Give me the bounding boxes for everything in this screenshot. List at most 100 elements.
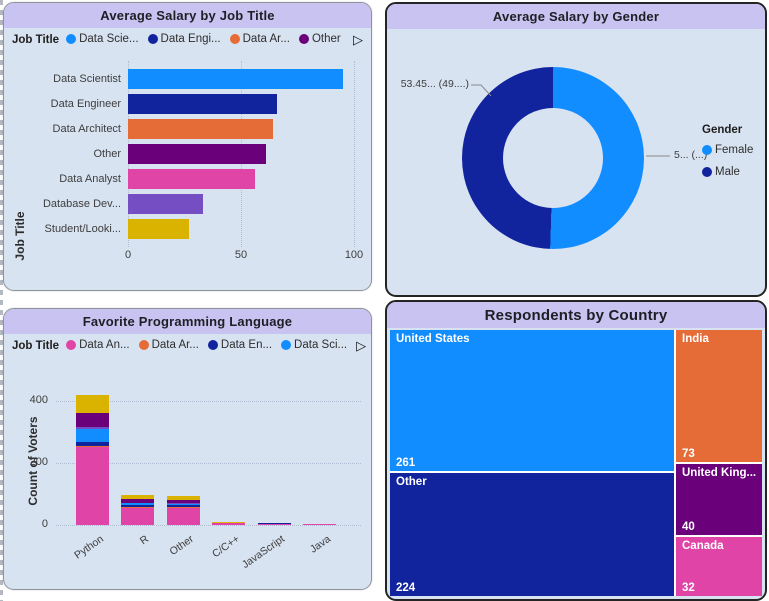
treemap-block-label: United King...: [682, 467, 757, 479]
legend-item-label: Data Ar...: [151, 338, 199, 351]
legend-item-data-en---[interactable]: Data En...: [207, 338, 273, 351]
treemap-block-india[interactable]: India 73: [676, 330, 762, 462]
legend-item-data-ar---[interactable]: Data Ar...: [229, 32, 290, 45]
bar-data-analyst[interactable]: [128, 169, 255, 189]
treemap-block-united-king---[interactable]: United King... 40: [676, 464, 762, 535]
legend-item-data-engi---[interactable]: Data Engi...: [147, 32, 221, 45]
segment-database-dev---[interactable]: [121, 502, 155, 504]
legend-item-data-an---[interactable]: Data An...: [66, 339, 130, 351]
x-axis-tick-label: 0: [124, 249, 132, 261]
legend-item-data-sci---[interactable]: Data Sci...: [281, 339, 347, 351]
legend-item-other[interactable]: Other: [298, 32, 341, 45]
gridline: [56, 463, 361, 464]
stacked-bar-python[interactable]: [76, 395, 109, 525]
legend-item-label: Data Sci...: [294, 338, 348, 351]
segment-data-analyst[interactable]: [212, 523, 246, 525]
legend-color-dot: [66, 33, 77, 44]
visual-title: Respondents by Country: [484, 306, 668, 324]
treemap-block-value: 261: [396, 457, 416, 469]
treemap: United States 261 Other 224 India 73 United Ki…: [390, 330, 762, 596]
segment-database-dev---[interactable]: [76, 427, 109, 429]
legend-scroll-arrow-icon[interactable]: ▷: [356, 338, 367, 353]
segment-data-engineer[interactable]: [121, 505, 155, 508]
legend-item-male[interactable]: Male: [702, 166, 753, 178]
legend-item-label: Male: [715, 166, 740, 178]
treemap-block-label: Canada: [682, 540, 724, 552]
gridline: [354, 61, 355, 247]
visual-title: Average Salary by Gender: [492, 9, 660, 24]
segment-data-analyst[interactable]: [257, 523, 291, 525]
segment-database-dev---[interactable]: [166, 503, 200, 504]
stacked-bar-other[interactable]: [166, 495, 200, 525]
treemap-block-canada[interactable]: Canada 32: [676, 537, 762, 596]
bar-data-architect[interactable]: [128, 119, 273, 139]
legend-item-female[interactable]: Female: [702, 144, 753, 156]
segment-other[interactable]: [76, 412, 109, 428]
x-axis-tick-label: 100: [344, 249, 364, 261]
legend-color-dot: [138, 339, 149, 350]
donut-callout-male: 53.45... (49....): [400, 78, 469, 90]
segment-data-scientist[interactable]: [76, 428, 109, 443]
legend-items: Female Male: [702, 144, 753, 178]
legend-item-label: Female: [715, 144, 754, 156]
legend-scroll-arrow-icon[interactable]: ▷: [353, 32, 363, 47]
segment-data-architect[interactable]: [121, 507, 155, 508]
legend-items: Data An... Data Ar... Data En... Data Sci..…: [66, 339, 356, 353]
bar-student-looki---[interactable]: [128, 219, 190, 239]
bar-data-engineer[interactable]: [128, 94, 278, 114]
segment-student-looki---[interactable]: [257, 522, 291, 524]
segment-other[interactable]: [166, 499, 200, 504]
segment-data-analyst[interactable]: [76, 447, 109, 525]
category-label: Data Analyst: [59, 173, 121, 185]
treemap-block-label: United States: [396, 333, 470, 345]
legend-item-label: Data Engi...: [160, 32, 221, 45]
stacked-column-plot-area: Count of Voters Favorite Programming Lan…: [4, 359, 371, 589]
stacked-bar-javascript[interactable]: [257, 522, 291, 525]
segment-data-architect[interactable]: [76, 446, 109, 448]
treemap-block-other[interactable]: Other 224: [390, 473, 674, 596]
visual-favorite-programming-language: Favorite Programming Language Job Title …: [3, 308, 372, 590]
gridline: [56, 401, 361, 402]
segment-data-scientist[interactable]: [121, 503, 155, 506]
x-axis-tick-label: 50: [234, 249, 248, 261]
legend-item-label: Other: [311, 32, 341, 45]
segment-student-looki---[interactable]: [76, 395, 109, 413]
segment-student-looki---[interactable]: [121, 494, 155, 499]
segment-data-analyst[interactable]: [121, 507, 155, 525]
visual-salary-by-job-title: Average Salary by Job Title Job Title Da…: [3, 2, 372, 291]
bar-database-dev---[interactable]: [128, 194, 203, 214]
segment-data-architect[interactable]: [166, 507, 200, 508]
treemap-block-value: 40: [682, 521, 695, 533]
segment-data-engineer[interactable]: [76, 442, 109, 447]
visual-title: Favorite Programming Language: [82, 314, 293, 329]
bar-data-scientist[interactable]: [128, 69, 343, 89]
legend-color-dot: [207, 339, 218, 350]
legend-color-dot: [281, 339, 292, 350]
visual-title-bar: Average Salary by Job Title: [4, 3, 371, 28]
segment-data-analyst[interactable]: [166, 507, 200, 525]
legend-item-label: Data An...: [79, 338, 130, 351]
bar-other[interactable]: [128, 144, 266, 164]
segment-data-scientist[interactable]: [166, 503, 200, 506]
segment-student-looki---[interactable]: [166, 495, 200, 500]
segment-other[interactable]: [212, 522, 246, 524]
stacked-bar-java[interactable]: [303, 524, 336, 525]
gender-legend: Gender Female Male: [702, 124, 753, 188]
segment-data-engineer[interactable]: [166, 505, 200, 508]
category-label: Data Scientist: [53, 73, 121, 85]
stacked-bar-c-c--[interactable]: [212, 522, 246, 525]
category-label: Data Engineer: [50, 98, 121, 110]
legend-item-data-scie---[interactable]: Data Scie...: [66, 32, 139, 45]
legend-title: Job Title: [12, 33, 60, 46]
segment-data-analyst[interactable]: [303, 524, 336, 525]
legend-item-label: Data En...: [220, 338, 273, 351]
legend-item-label: Data Ar...: [242, 32, 290, 45]
visual-title-bar: Favorite Programming Language: [4, 309, 371, 334]
legend-item-data-ar---[interactable]: Data Ar...: [138, 338, 199, 351]
treemap-block-united-states[interactable]: United States 261: [390, 330, 674, 471]
stacked-bar-r[interactable]: [121, 494, 155, 525]
segment-other[interactable]: [121, 498, 155, 503]
legend: Job Title Data Scie... Data Engi... Data A…: [4, 28, 371, 51]
legend-item-label: Data Scie...: [79, 32, 139, 45]
visual-title: Average Salary by Job Title: [100, 8, 275, 23]
